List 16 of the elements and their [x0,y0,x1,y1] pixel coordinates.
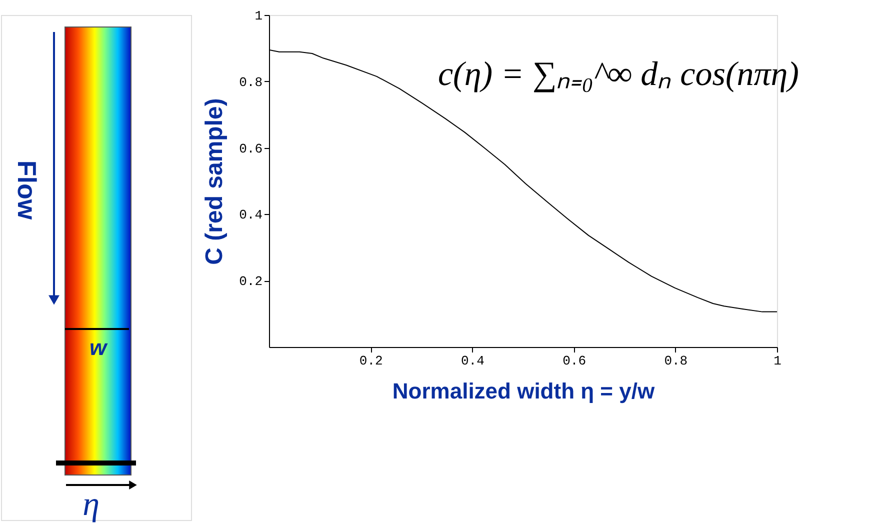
y-axis-title: C (red sample) [201,98,228,265]
x-tick-label: 0.8 [664,354,688,368]
y-tick-label: 0.8 [239,74,262,90]
y-tick-label: 1 [254,8,263,24]
y-tick-label: 0.2 [239,274,262,290]
text: Flow [12,160,42,220]
y-tick-label: 0.6 [239,141,262,156]
text: w [89,335,108,360]
x-tick-label: 0.4 [460,354,485,368]
x-tick-label: 0.6 [562,354,586,368]
annotation: c(η) = ∑ₙ₌₀^∞ dₙ cos(nπη) [438,56,799,93]
x-tick-label: 1 [774,354,782,368]
text: η [82,486,100,523]
x-axis-title: Normalized width η = y/w [392,378,656,404]
y-tick-label: 0.4 [239,208,263,223]
x-tick-label: 0.2 [359,354,383,368]
